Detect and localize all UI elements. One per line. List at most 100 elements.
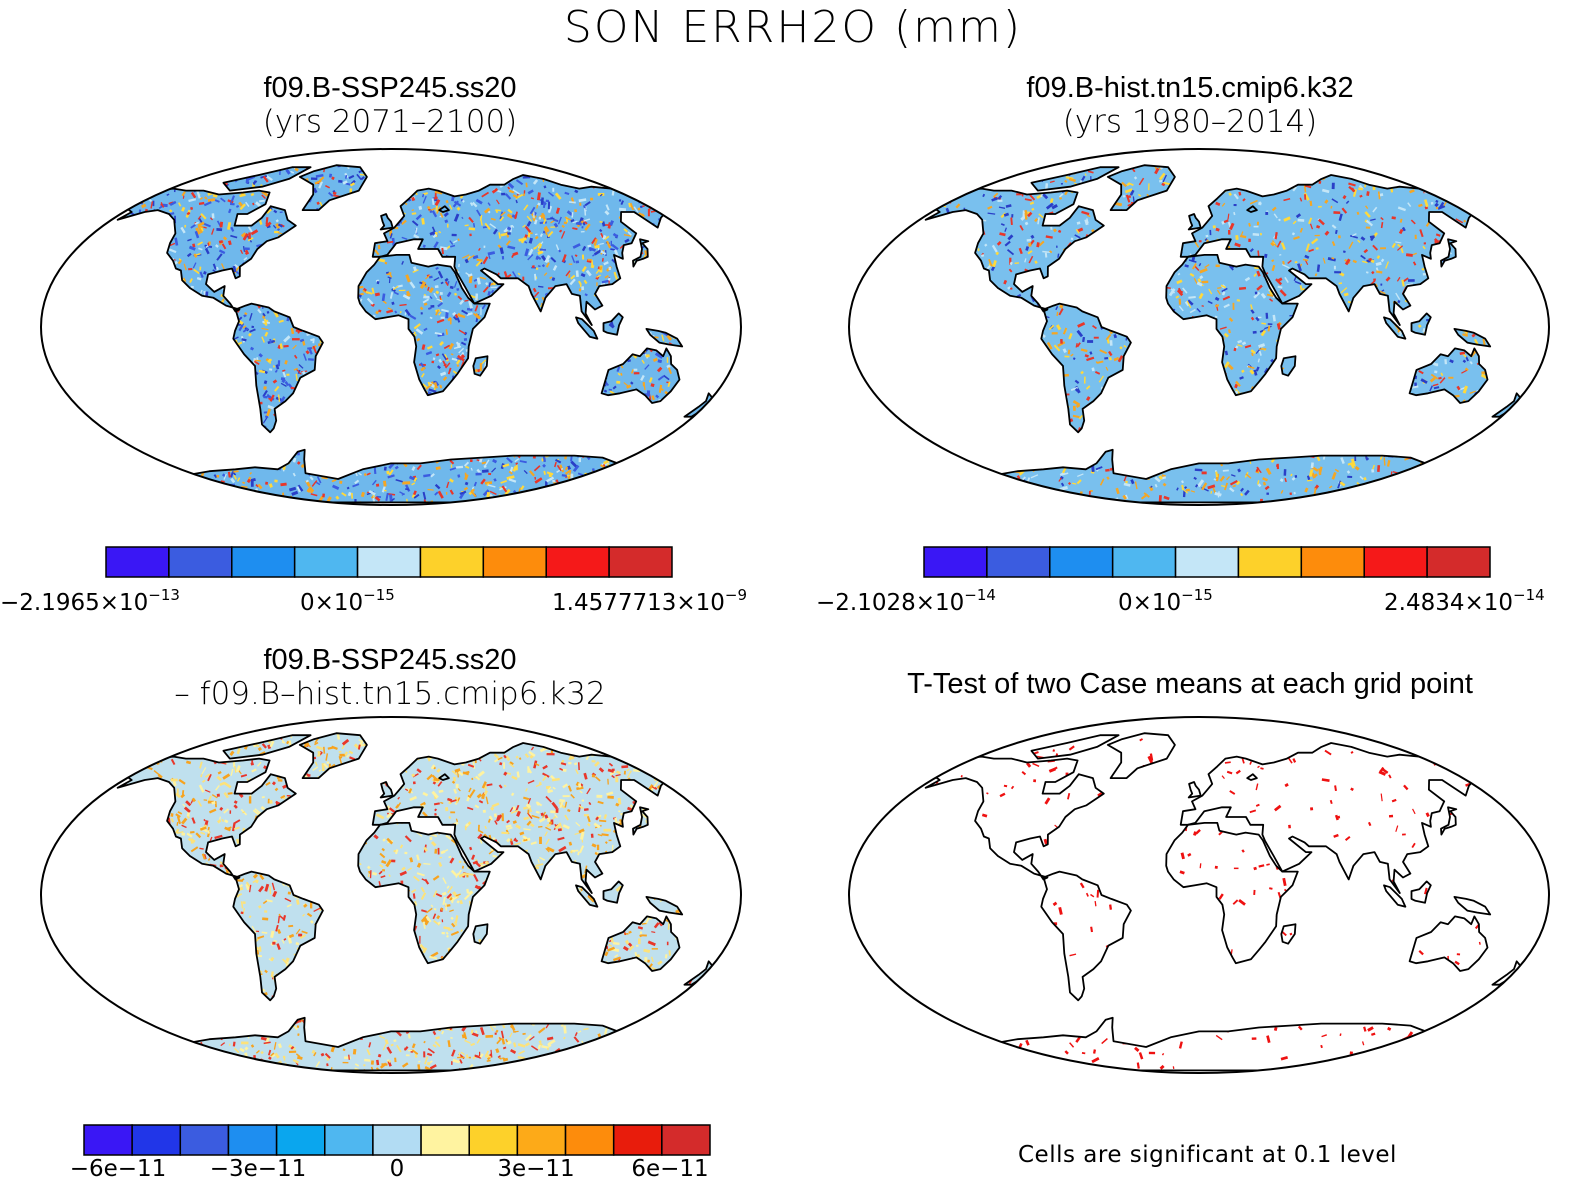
coastline-british-isles bbox=[379, 781, 394, 799]
panel2-colorbar bbox=[923, 546, 1491, 578]
colorbar-swatch bbox=[468, 1124, 519, 1156]
panel1-colorbar-min-label: −2.1965×10−13 bbox=[0, 586, 180, 616]
colorbar-swatch bbox=[516, 1124, 567, 1156]
panel3-colorbar-tick: −6e−11 bbox=[69, 1156, 167, 1182]
colorbar-swatch bbox=[83, 1124, 133, 1156]
coastline-africa bbox=[357, 822, 491, 965]
land-field bbox=[117, 165, 716, 503]
coastline-eurasia bbox=[1179, 742, 1485, 894]
significance-note: Cells are significant at 0.1 level bbox=[1018, 1142, 1397, 1168]
coastline-arctic-islands bbox=[1030, 166, 1120, 192]
coastline-scandinavia-lake bbox=[1246, 205, 1258, 213]
figure-title: SON ERRH2O (mm) bbox=[563, 2, 1023, 53]
colorbar-swatch bbox=[482, 546, 547, 578]
map-border bbox=[848, 716, 1550, 1074]
coastline-sumatra bbox=[1383, 884, 1407, 908]
coastline-madagascar bbox=[1280, 355, 1297, 377]
coastline-scandinavia-lake bbox=[1246, 773, 1258, 781]
colorbar-swatch bbox=[231, 546, 296, 578]
panel3-title-line1: f09.B-SSP245.ss20 bbox=[263, 644, 517, 676]
colorbar-swatch bbox=[1363, 546, 1428, 578]
panel1-colorbar-max-label: 1.4577713×10−9 bbox=[552, 586, 748, 616]
coastline-sumatra bbox=[1383, 316, 1407, 340]
colorbar-swatch bbox=[923, 546, 988, 578]
coastline-sumatra bbox=[575, 316, 599, 340]
panel3-title-line2: – f09.B–hist.tn15.cmip6.k32 bbox=[174, 676, 606, 712]
panel1-title-line2: (yrs 2071–2100) bbox=[262, 104, 518, 140]
panel3-colorbar-tick: −3e−11 bbox=[209, 1156, 307, 1182]
coastline-greenland bbox=[1106, 732, 1176, 779]
coastline-south-america bbox=[232, 302, 324, 434]
coastline-africa bbox=[357, 254, 491, 397]
colorbar-swatch bbox=[661, 1124, 711, 1156]
panel2-colorbar-min-label: −2.1028×10−14 bbox=[816, 586, 996, 616]
colorbar-swatch bbox=[1426, 546, 1491, 578]
coastline-eurasia bbox=[371, 742, 677, 894]
coastline-eurasia bbox=[371, 174, 677, 326]
coastline-new-guinea bbox=[1453, 328, 1492, 348]
coastline-japan bbox=[1440, 806, 1458, 836]
coastline-arctic-islands bbox=[1030, 734, 1120, 760]
coastline-borneo bbox=[602, 880, 624, 904]
coastline-borneo bbox=[602, 312, 624, 336]
colorbar-swatch bbox=[356, 546, 422, 578]
coastline-borneo bbox=[1410, 312, 1432, 336]
panel2-map bbox=[848, 148, 1550, 506]
coastline-south-america bbox=[232, 870, 324, 1002]
map-border bbox=[40, 148, 742, 506]
colorbar-swatch bbox=[275, 1124, 326, 1156]
colorbar-swatch bbox=[419, 546, 485, 578]
panel3-map bbox=[40, 716, 742, 1074]
coastline-arctic-islands bbox=[222, 166, 312, 192]
coastline-british-isles bbox=[1187, 213, 1202, 231]
panel1-colorbar-mid-label: 0×10−15 bbox=[300, 586, 395, 616]
colorbar-swatch bbox=[227, 1124, 278, 1156]
colorbar-swatch bbox=[1300, 546, 1365, 578]
coastline-africa bbox=[1165, 254, 1299, 397]
colorbar-swatch bbox=[1111, 546, 1177, 578]
coastline-new-zealand bbox=[1491, 392, 1524, 418]
coastline-australia bbox=[1408, 347, 1489, 404]
colorbar-swatch bbox=[179, 1124, 230, 1156]
panel4-map bbox=[848, 716, 1550, 1074]
panel2-colorbar-mid-label: 0×10−15 bbox=[1118, 586, 1213, 616]
panel1-title: f09.B-SSP245.ss20 (yrs 2071–2100) bbox=[90, 72, 690, 140]
coastline-greenland bbox=[298, 164, 368, 211]
land-field bbox=[117, 733, 716, 1071]
colorbar-swatch bbox=[168, 546, 233, 578]
colorbar-swatch bbox=[608, 546, 673, 578]
coastline-north-america bbox=[116, 755, 297, 881]
coastline-scandinavia-lake bbox=[438, 205, 450, 213]
colorbar-swatch bbox=[131, 1124, 182, 1156]
coastline-borneo bbox=[1410, 880, 1432, 904]
coastline-new-zealand bbox=[1491, 960, 1524, 986]
colorbar-swatch bbox=[1237, 546, 1303, 578]
coastline-arctic-islands bbox=[222, 734, 312, 760]
coastline-africa bbox=[1165, 822, 1299, 965]
coastline-new-zealand bbox=[683, 392, 716, 418]
panel3-colorbar-tick: 0 bbox=[389, 1156, 405, 1182]
coastline-new-guinea bbox=[645, 896, 684, 916]
panel3-colorbar bbox=[83, 1124, 711, 1156]
panel4-title-line1: T-Test of two Case means at each grid po… bbox=[907, 668, 1473, 700]
panel1-colorbar bbox=[105, 546, 673, 578]
coastline-north-america bbox=[924, 755, 1105, 881]
coastline-british-isles bbox=[379, 213, 394, 231]
colorbar-swatch bbox=[545, 546, 610, 578]
coastline-sumatra bbox=[575, 884, 599, 908]
colorbar-swatch bbox=[1049, 546, 1114, 578]
map-border bbox=[40, 716, 742, 1074]
colorbar-swatch bbox=[612, 1124, 663, 1156]
panel2-title: f09.B-hist.tn15.cmip6.k32 (yrs 1980–2014… bbox=[890, 72, 1490, 140]
coastline-japan bbox=[632, 806, 650, 836]
colorbar-swatch bbox=[324, 1124, 374, 1156]
panel2-colorbar-max-label: 2.4834×10−14 bbox=[1384, 586, 1545, 616]
coastline-australia bbox=[600, 915, 681, 972]
colorbar-swatch bbox=[420, 1124, 470, 1156]
coastline-madagascar bbox=[1280, 923, 1297, 945]
coastline-greenland bbox=[1106, 164, 1176, 211]
coastline-greenland bbox=[298, 732, 368, 779]
colorbar-swatch bbox=[293, 546, 359, 578]
panel3-colorbar-tick: 6e−11 bbox=[631, 1156, 709, 1182]
coastline-japan bbox=[632, 238, 650, 268]
